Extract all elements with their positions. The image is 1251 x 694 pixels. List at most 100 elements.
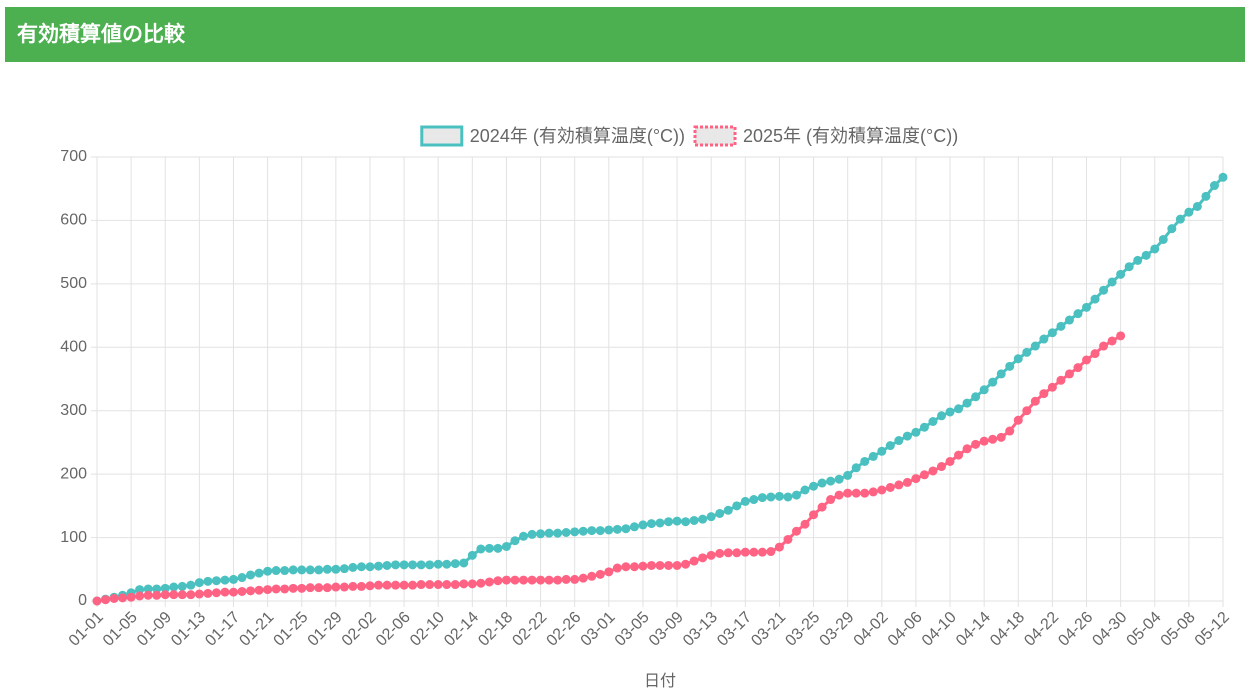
- data-point: [501, 575, 511, 585]
- data-point: [305, 565, 315, 575]
- data-point: [271, 566, 281, 576]
- data-point: [356, 562, 366, 572]
- data-point: [894, 480, 904, 490]
- data-point: [203, 576, 213, 586]
- data-point: [774, 542, 784, 552]
- data-point: [783, 492, 793, 502]
- data-point: [1124, 262, 1134, 272]
- data-point: [314, 583, 324, 593]
- data-point: [484, 577, 494, 587]
- data-point: [817, 502, 827, 512]
- data-point: [314, 565, 324, 575]
- legend-label: 2025年 (有効積算温度(°C)): [743, 126, 958, 146]
- data-point: [1005, 361, 1015, 371]
- data-point: [851, 488, 861, 498]
- data-point: [160, 590, 170, 600]
- data-point: [885, 441, 895, 451]
- x-tick-label: 04-10: [919, 609, 960, 650]
- data-point: [1056, 375, 1066, 385]
- data-point: [1013, 354, 1023, 364]
- x-tick-label: 01-17: [202, 609, 243, 650]
- y-tick-label: 600: [60, 212, 87, 229]
- data-point: [288, 583, 298, 593]
- data-point: [1039, 389, 1049, 399]
- data-point: [433, 559, 443, 569]
- data-point: [280, 566, 290, 576]
- data-point: [809, 510, 819, 520]
- data-point: [143, 584, 153, 594]
- data-point: [416, 560, 426, 570]
- data-point: [246, 586, 256, 596]
- data-point: [715, 548, 725, 558]
- data-point: [587, 571, 597, 581]
- data-point: [169, 582, 179, 592]
- data-point: [1073, 363, 1083, 373]
- x-tick-label: 01-21: [236, 609, 277, 650]
- data-point: [723, 548, 733, 558]
- x-tick-label: 02-14: [441, 609, 482, 650]
- y-tick-label: 300: [60, 402, 87, 419]
- data-point: [374, 580, 383, 590]
- data-point: [126, 592, 136, 602]
- data-point: [237, 586, 247, 596]
- data-point: [621, 524, 631, 534]
- data-point: [664, 517, 674, 527]
- data-point: [834, 474, 844, 484]
- data-point: [331, 582, 341, 592]
- data-point: [749, 495, 759, 505]
- data-point: [885, 482, 895, 492]
- legend-swatch: [693, 125, 737, 147]
- data-point: [135, 591, 145, 601]
- data-point: [561, 527, 571, 537]
- data-point: [484, 543, 494, 553]
- data-point: [1107, 336, 1117, 346]
- data-point: [220, 575, 230, 585]
- data-point: [228, 587, 238, 597]
- x-tick-label: 04-18: [987, 609, 1028, 650]
- data-point: [919, 470, 929, 480]
- data-point: [860, 488, 870, 498]
- data-point: [527, 575, 537, 585]
- data-point: [732, 548, 742, 558]
- data-point: [177, 581, 187, 591]
- y-tick-label: 0: [78, 592, 87, 609]
- data-point: [348, 562, 358, 572]
- data-point: [612, 563, 622, 573]
- data-point: [433, 580, 443, 590]
- data-point: [1064, 315, 1074, 325]
- data-point: [1201, 191, 1211, 201]
- data-point: [1005, 426, 1015, 436]
- data-point: [536, 575, 546, 585]
- data-point: [1141, 250, 1151, 260]
- data-point: [501, 541, 511, 551]
- data-point: [979, 436, 989, 446]
- data-point: [450, 559, 460, 569]
- x-tick-label: 03-17: [714, 609, 755, 650]
- data-point: [544, 575, 554, 585]
- data-point: [919, 422, 929, 432]
- legend-item: 2024年 (有効積算温度(°C)): [420, 125, 685, 147]
- data-point: [1175, 214, 1185, 224]
- x-tick-label: 05-12: [1192, 609, 1233, 650]
- x-tick-label: 02-10: [407, 609, 448, 650]
- data-point: [740, 547, 750, 557]
- y-tick-label: 200: [60, 465, 87, 482]
- data-point: [203, 588, 213, 598]
- data-point: [476, 578, 486, 588]
- data-point: [988, 434, 998, 444]
- data-point: [988, 377, 998, 387]
- data-point: [723, 505, 733, 515]
- data-point: [459, 558, 469, 568]
- data-point: [1073, 309, 1083, 319]
- x-tick-label: 01-09: [134, 609, 175, 650]
- data-point: [698, 514, 708, 524]
- x-tick-label: 03-29: [817, 609, 858, 650]
- data-point: [1218, 172, 1228, 182]
- data-point: [254, 585, 264, 595]
- x-tick-label: 03-05: [612, 609, 653, 650]
- data-point: [1082, 302, 1092, 312]
- x-tick-label: 04-30: [1089, 609, 1130, 650]
- data-point: [1047, 382, 1057, 392]
- data-point: [339, 582, 349, 592]
